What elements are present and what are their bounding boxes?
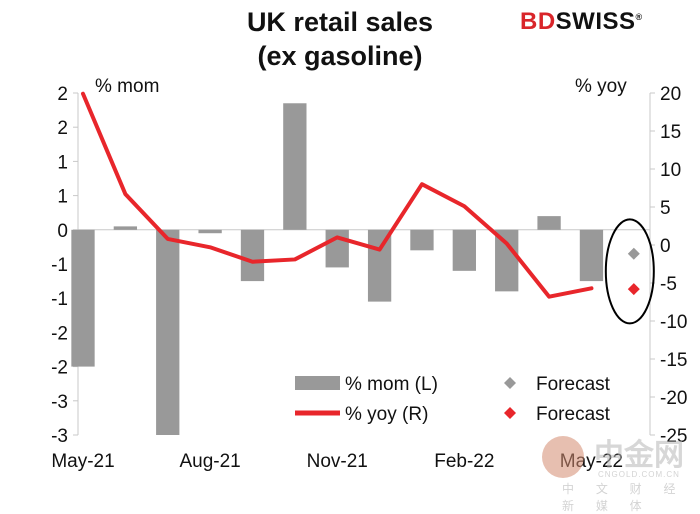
forecast-highlight-ellipse (604, 218, 655, 325)
mom-bar (240, 229, 265, 282)
mom-bar (198, 229, 222, 234)
mom-bar (495, 229, 519, 292)
left-tick-label: 1 (57, 187, 68, 208)
legend-forecast-mom-swatch (504, 377, 516, 389)
left-tick-label: -2 (51, 323, 68, 344)
forecast-mom-marker (627, 247, 640, 260)
left-tick-label: -3 (51, 426, 68, 447)
right-axis-unit-label: % yoy (575, 76, 627, 97)
left-tick-label: -1 (51, 255, 68, 276)
forecast-yoy-marker (627, 283, 640, 296)
left-tick-label: 1 (57, 152, 68, 173)
chart-title-line-1: UK retail sales (246, 7, 434, 37)
watermark-tagline: 中 文 财 经 新 媒 体 (562, 482, 685, 513)
left-axis-unit-label: % mom (95, 76, 160, 97)
left-tick-label: 0 (57, 221, 68, 242)
watermark: 中金网 CNGOLD.COM.CN 中 文 财 经 新 媒 体 (540, 430, 700, 513)
mom-bar (283, 103, 307, 230)
right-tick-label: -5 (660, 274, 677, 295)
right-tick-label: 0 (660, 236, 671, 257)
watermark-domain: CNGOLD.COM.CN (598, 470, 680, 479)
brand-bd-text: BD (520, 8, 556, 35)
x-tick-label: Feb-22 (434, 451, 494, 472)
yoy-line (81, 91, 594, 299)
legend-bar-swatch (295, 376, 340, 390)
right-tick-label: -25 (660, 426, 687, 447)
left-tick-label: -1 (51, 289, 68, 310)
legend-forecast-yoy-swatch (504, 407, 516, 419)
mom-bar (579, 229, 604, 282)
bdswiss-logo: BDSWISS® (520, 8, 643, 36)
legend-mom-label: % mom (L) (345, 374, 438, 395)
legend-forecast-label: Forecast (536, 404, 611, 425)
chart-plot: 22110-1-1-2-2-3-320151050-5-10-15-20-25M… (51, 84, 687, 472)
right-tick-label: 15 (660, 122, 681, 143)
left-tick-label: 2 (57, 84, 68, 105)
legend-forecast-label: Forecast (536, 374, 611, 395)
watermark-logo-icon (542, 436, 584, 478)
right-tick-label: 5 (660, 198, 671, 219)
right-tick-label: 10 (660, 160, 681, 181)
x-tick-label: Aug-21 (179, 451, 240, 472)
brand-registered-mark: ® (635, 12, 643, 22)
right-tick-label: -15 (660, 350, 687, 371)
right-tick-label: 20 (660, 84, 681, 105)
legend-yoy-label: % yoy (R) (345, 404, 428, 425)
chart-title-line-2: (ex gasoline) (257, 41, 423, 71)
mom-bar (452, 229, 476, 271)
right-tick-label: -10 (660, 312, 687, 333)
mom-bar (537, 216, 561, 230)
x-tick-label: May-21 (51, 451, 114, 472)
watermark-chinese: 中金网 (594, 438, 684, 473)
left-tick-label: -3 (51, 392, 68, 413)
mom-bar (113, 226, 138, 230)
left-tick-label: 2 (57, 118, 68, 139)
right-tick-label: -20 (660, 388, 687, 409)
mom-bar (156, 229, 180, 435)
brand-swiss-text: SWISS (555, 8, 636, 35)
mom-bar (410, 229, 434, 251)
left-tick-label: -2 (51, 358, 68, 379)
chart-figure: UK retail sales (ex gasoline) BDSWISS® %… (51, 7, 700, 513)
mom-bar (71, 229, 95, 367)
x-tick-label: Nov-21 (307, 451, 368, 472)
